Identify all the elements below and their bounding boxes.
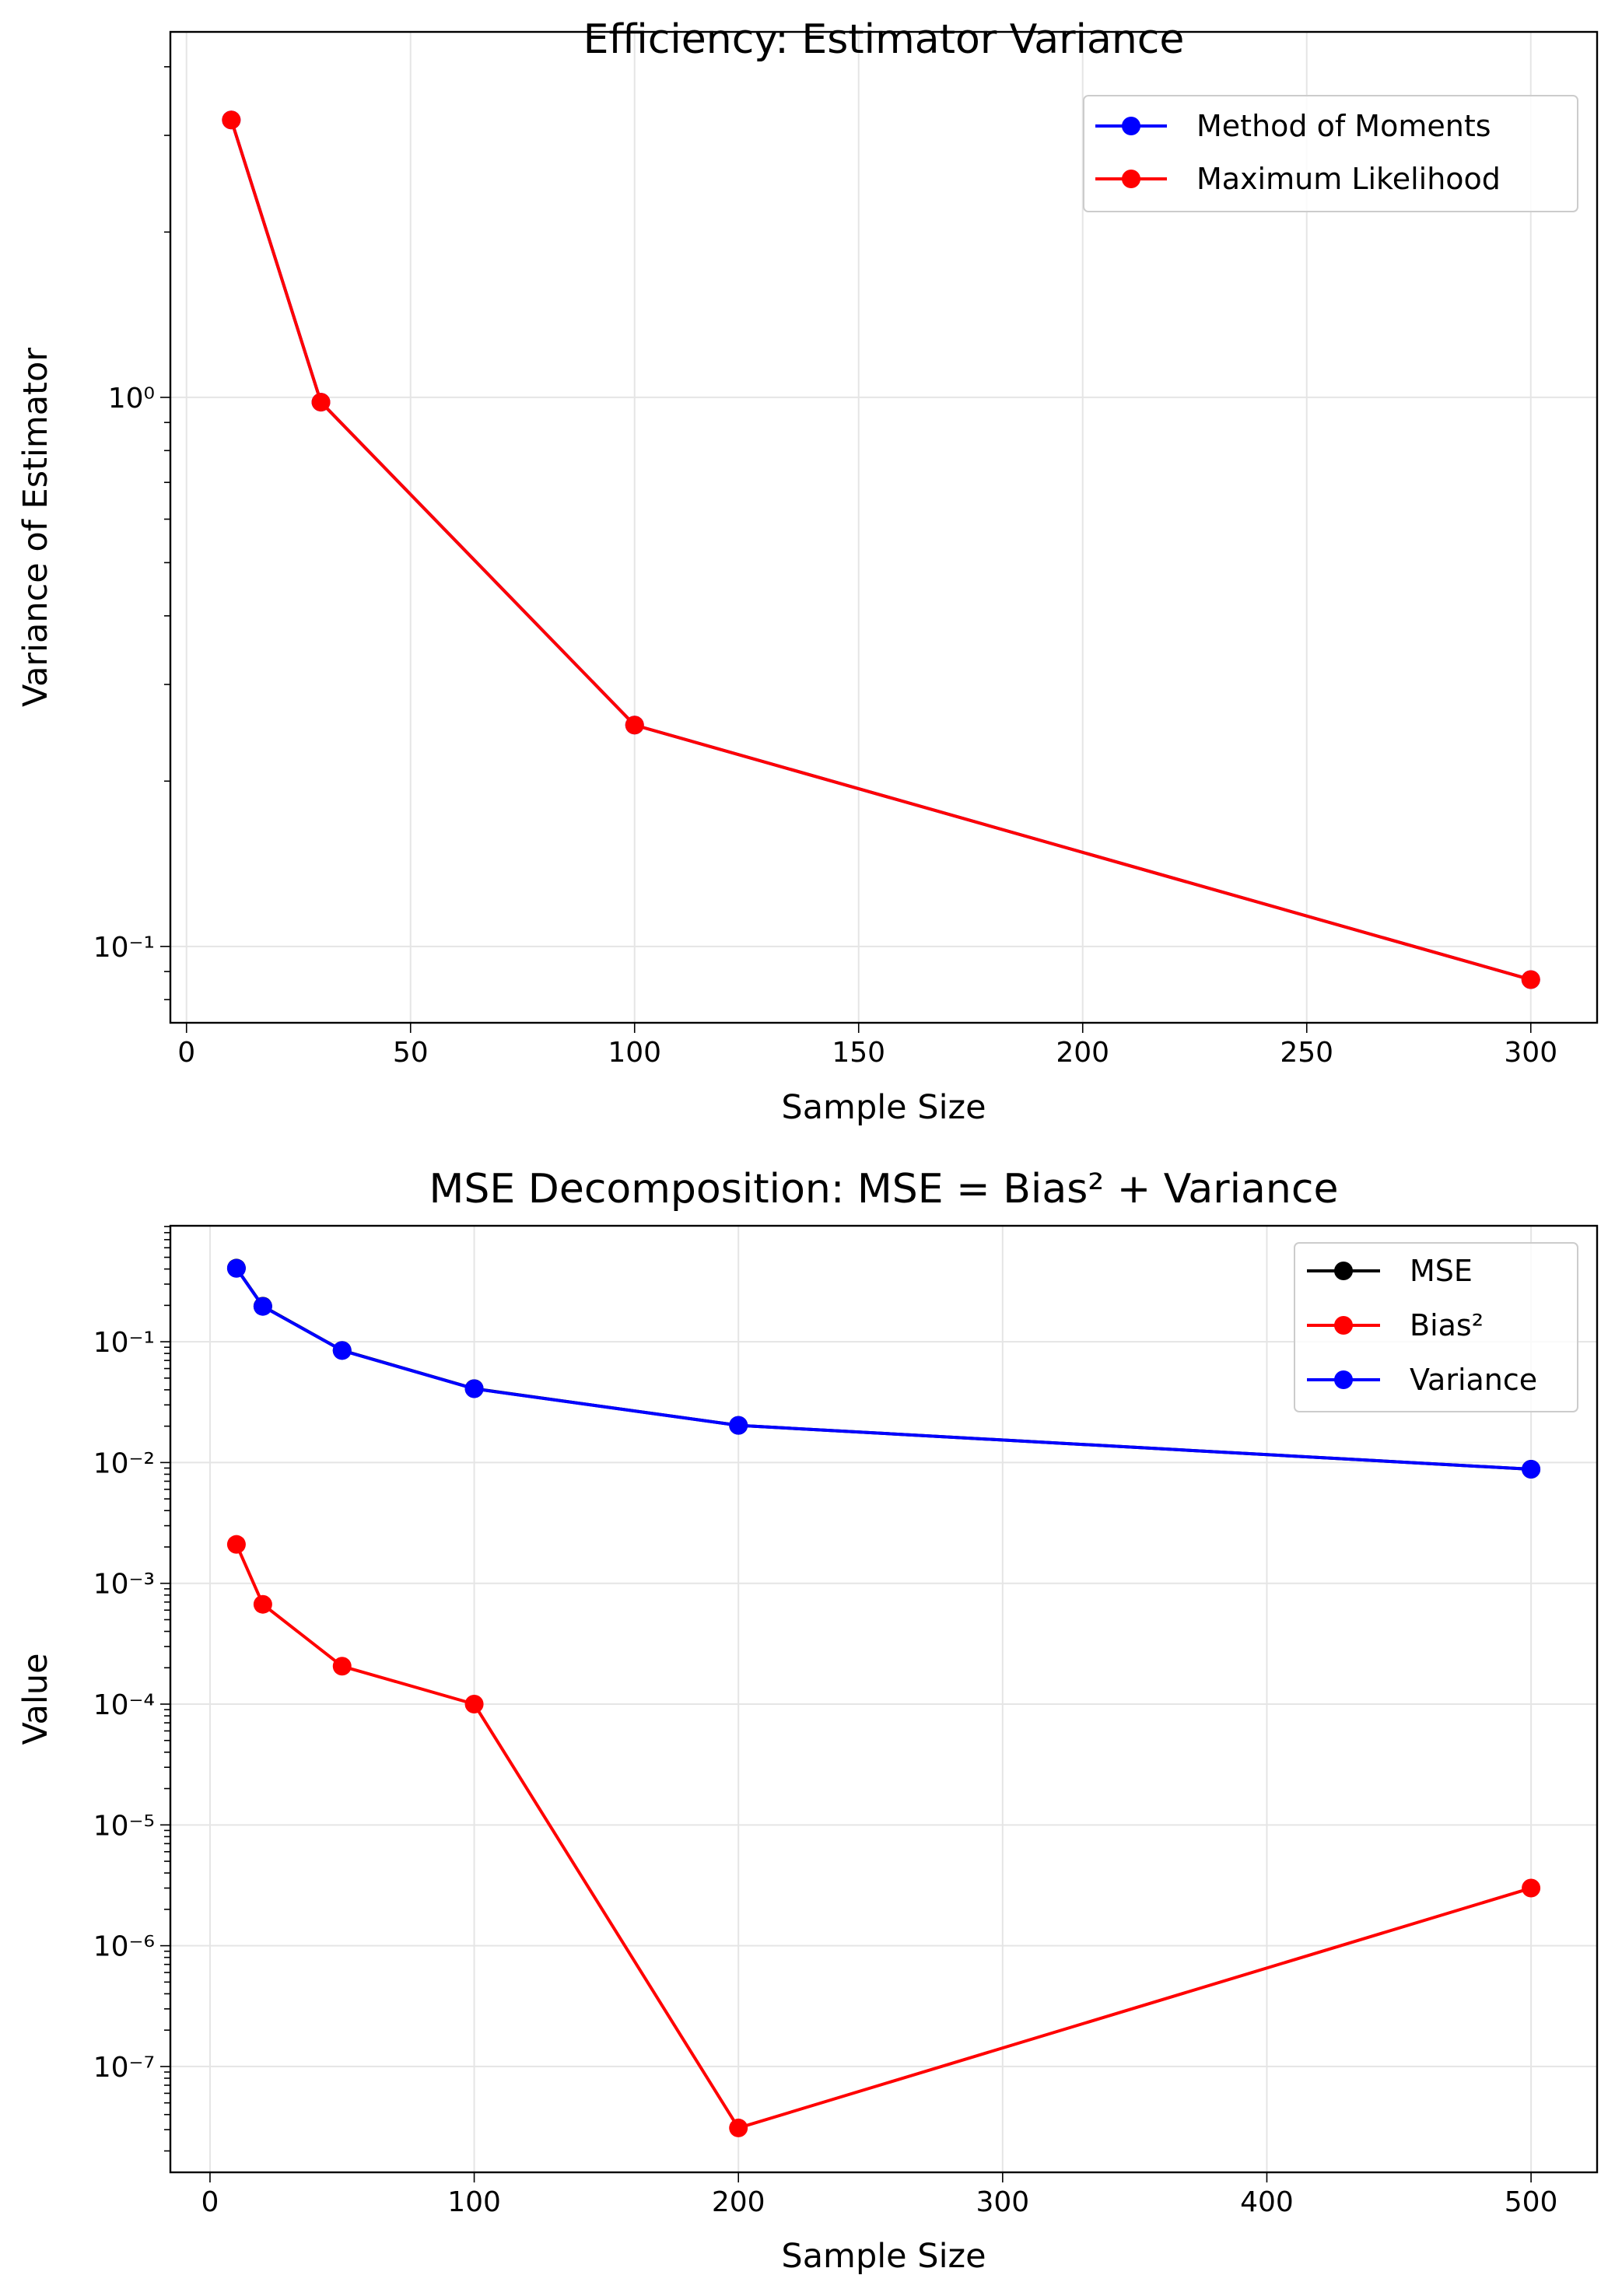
x-axis-label: Sample Size [781, 1088, 986, 1127]
legend-frame [1294, 1242, 1578, 1412]
legend-label: Variance [1410, 1363, 1537, 1397]
x-tick-label: 0 [201, 2186, 219, 2218]
data-point [253, 1594, 272, 1614]
legend-marker [1122, 170, 1140, 188]
x-tick-label: 300 [1504, 1037, 1557, 1069]
data-point [226, 1535, 246, 1554]
x-tick-label: 400 [1240, 2186, 1294, 2218]
series-bias- [226, 1535, 1541, 2137]
x-axis-label: Sample Size [781, 2237, 986, 2276]
data-point [311, 393, 331, 412]
data-point [464, 1379, 484, 1398]
y-tick-label: 10⁻³ [93, 1569, 155, 1601]
y-axis-label: Value [16, 1653, 55, 1745]
series-variance [226, 1258, 1541, 1479]
series-maximum-likelihood [222, 110, 1540, 989]
chart-mse-decomposition: 0 100 200 300 400 500 10⁻⁷ 10⁻⁶ 10⁻⁵ 10⁻⁴ 10⁻³ 10⁻²… [16, 1166, 1599, 2276]
legend-marker [1122, 117, 1140, 135]
data-point [253, 1297, 272, 1316]
x-tick-label: 100 [608, 1037, 661, 1069]
data-point [1522, 1878, 1541, 1898]
data-point [222, 110, 241, 130]
x-tick-label: 150 [832, 1037, 885, 1069]
data-point [729, 2118, 748, 2137]
y-axis-label: Variance of Estimator [16, 348, 55, 707]
x-tick-label: 200 [1056, 1037, 1109, 1069]
chart-title: Efficiency: Estimator Variance [583, 16, 1185, 63]
y-tick-label: 10⁻² [93, 1447, 155, 1479]
data-point [226, 1258, 246, 1278]
data-point [332, 1657, 352, 1676]
y-tick-label: 10⁻⁶ [93, 1931, 155, 1963]
x-tick-label: 50 [393, 1037, 429, 1069]
legend-label: MSE [1410, 1254, 1473, 1288]
plot-frame [169, 1224, 1599, 2174]
series-method-of-moments [222, 110, 1540, 989]
data-point [1521, 970, 1540, 989]
data-point [1522, 1460, 1541, 1479]
data-point [729, 1416, 748, 1435]
series-line [229, 119, 1532, 982]
legend-marker [1334, 1370, 1353, 1389]
y-tick-label: 10⁰ [108, 383, 155, 415]
plot-frame [169, 30, 1599, 1024]
data-point [332, 1341, 352, 1360]
y-tick-label: 10⁻⁷ [93, 2052, 155, 2084]
series-line [235, 1543, 1532, 2130]
y-tick-label: 10⁻¹ [93, 1327, 155, 1359]
y-tick-label: 10⁻⁵ [93, 1810, 155, 1842]
legend-frame [1083, 95, 1578, 212]
legend: Method of Moments Maximum Likelihood [1083, 95, 1578, 212]
x-tick-label: 500 [1505, 2186, 1558, 2218]
data-point [464, 1695, 484, 1714]
chart-efficiency: 0 50 100 150 200 250 300 10⁻¹ 10⁰ Efficiency: Est… [16, 16, 1599, 1127]
y-tick-label: 10⁻⁴ [93, 1689, 155, 1721]
x-tick-label: 0 [177, 1037, 195, 1069]
legend-marker [1334, 1262, 1353, 1280]
y-tick-label: 10⁻¹ [93, 932, 155, 964]
data-point [625, 716, 644, 735]
legend-label: Method of Moments [1196, 109, 1491, 143]
series-line [229, 119, 1532, 982]
legend: MSE Bias² Variance [1294, 1242, 1578, 1412]
x-tick-label: 100 [447, 2186, 501, 2218]
x-tick-label: 300 [976, 2186, 1029, 2218]
chart-title: MSE Decomposition: MSE = Bias² + Varianc… [429, 1166, 1339, 1213]
x-tick-label: 250 [1280, 1037, 1333, 1069]
legend-label: Maximum Likelihood [1196, 162, 1501, 196]
legend-label: Bias² [1410, 1308, 1484, 1342]
x-tick-label: 200 [712, 2186, 765, 2218]
legend-marker [1334, 1316, 1353, 1335]
